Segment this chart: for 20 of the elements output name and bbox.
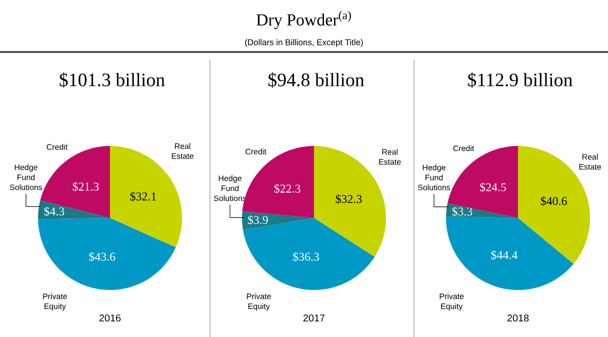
data-label: $3.3: [452, 206, 472, 216]
text: 2017: [303, 314, 325, 322]
chart-title: $101.3 billion: [60, 72, 165, 88]
text: 2018: [507, 314, 529, 322]
chart-title: $94.8 billion: [268, 72, 364, 88]
data-label: $44.4: [491, 250, 518, 260]
text: Dry Powder$^{(a)}$: [256, 10, 351, 30]
text: 2016: [99, 314, 121, 322]
data-label: $3.9: [248, 215, 268, 225]
chart-title: $112.9 billion: [468, 72, 572, 88]
data-label: $40.6: [540, 196, 567, 206]
data-label: $4.3: [44, 206, 64, 216]
data-label: $32.3: [336, 194, 362, 204]
data-label: $32.1: [130, 192, 156, 202]
data-label: $43.6: [89, 252, 116, 262]
data-label: $21.3: [72, 182, 99, 192]
text: (Dollars in Billions, Except Title): [245, 39, 363, 47]
data-label: $22.3: [274, 184, 300, 194]
data-label: $36.3: [293, 252, 319, 262]
data-label: $24.5: [480, 182, 506, 192]
